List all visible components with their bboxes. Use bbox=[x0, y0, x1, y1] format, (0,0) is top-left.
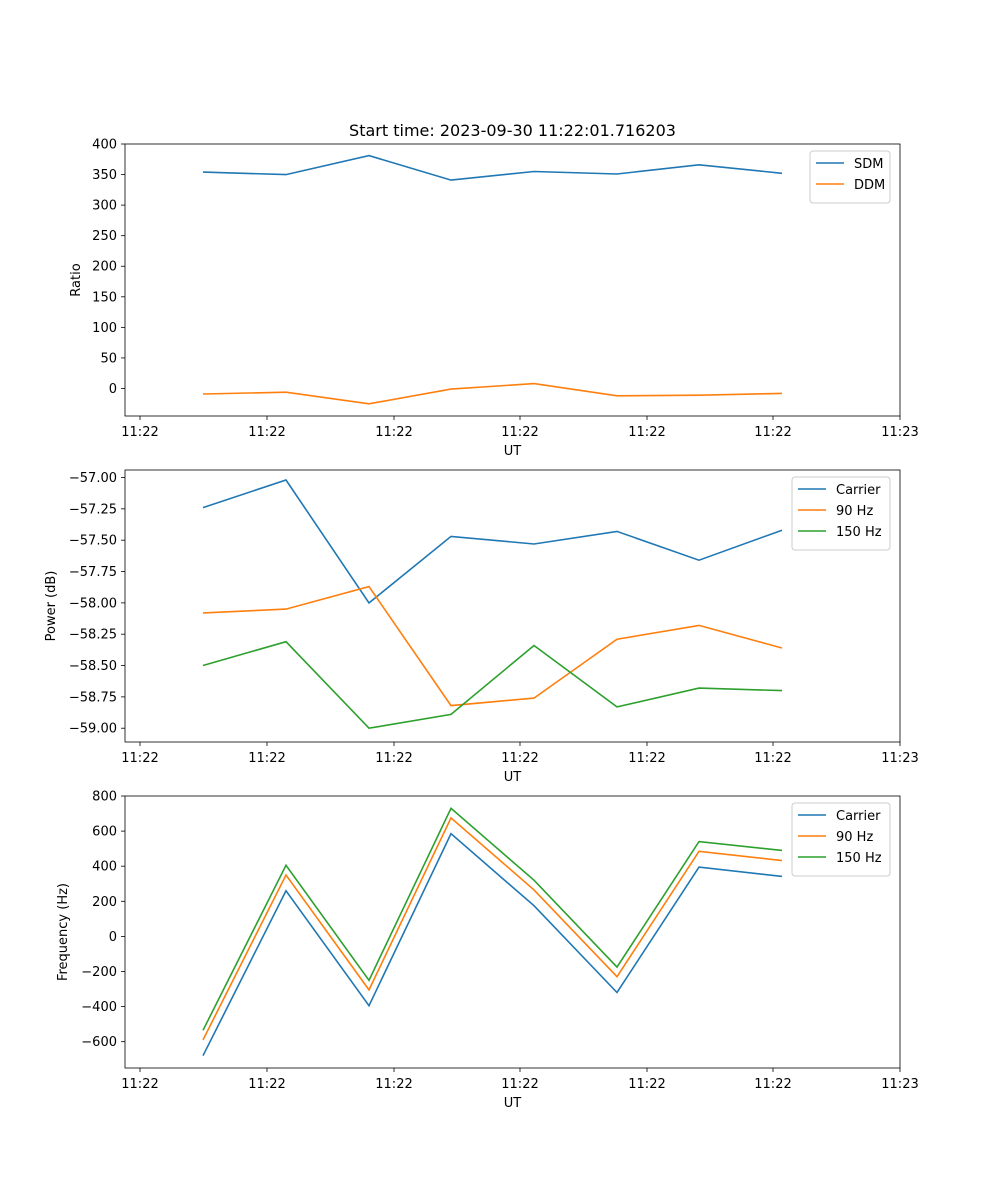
series-line-150-hz bbox=[202, 807, 783, 1031]
x-tick-label: 11:22 bbox=[501, 751, 538, 766]
x-tick-label: 11:22 bbox=[121, 425, 158, 440]
y-tick-label: −57.00 bbox=[69, 471, 117, 486]
y-tick-label: 400 bbox=[92, 860, 117, 875]
series-line-ddm bbox=[202, 382, 783, 405]
y-tick-label: −58.75 bbox=[69, 690, 117, 705]
plot-frame bbox=[124, 795, 901, 1069]
legend-entry-label: 90 Hz bbox=[836, 504, 873, 519]
plot-frame bbox=[124, 143, 901, 417]
chart-panel-1: UT 0 50 100 150 200 250 300 350 400 Ratio Start tim… bbox=[69, 121, 919, 459]
x-tick-label: 11:22 bbox=[248, 751, 285, 766]
y-tick-label: 0 bbox=[109, 930, 117, 945]
series-line-150-hz bbox=[202, 640, 783, 730]
legend-entry-label: Carrier bbox=[836, 483, 881, 498]
legend-entry-label: 150 Hz bbox=[836, 525, 882, 540]
y-tick-label: 0 bbox=[109, 382, 117, 397]
y-tick-label: 50 bbox=[100, 351, 117, 366]
series-line-90-hz bbox=[202, 585, 783, 707]
y-tick-label: −57.25 bbox=[69, 502, 117, 517]
y-tick-label: 600 bbox=[92, 825, 117, 840]
x-tick-label: 11:22 bbox=[121, 1077, 158, 1092]
x-tick-label: 11:22 bbox=[628, 425, 665, 440]
x-axis-label: UT bbox=[504, 770, 522, 785]
y-tick-label: 400 bbox=[92, 138, 117, 153]
x-tick-label: 11:22 bbox=[121, 751, 158, 766]
y-tick-label: 100 bbox=[92, 321, 117, 336]
y-tick-label: −200 bbox=[81, 965, 117, 980]
plot-frame bbox=[124, 469, 901, 743]
legend-entry-label: SDM bbox=[854, 157, 883, 172]
x-tick-label: 11:22 bbox=[248, 425, 285, 440]
x-tick-label: 11:22 bbox=[375, 1077, 412, 1092]
legend-entry-label: 90 Hz bbox=[836, 830, 873, 845]
y-tick-label: 200 bbox=[92, 260, 117, 275]
x-axis-label: UT bbox=[504, 444, 522, 459]
x-tick-label: 11:22 bbox=[754, 1077, 791, 1092]
y-tick-label: −58.25 bbox=[69, 628, 117, 643]
legend-entry-label: 150 Hz bbox=[836, 851, 882, 866]
x-tick-label: 11:22 bbox=[754, 751, 791, 766]
legend-entry-label: DDM bbox=[854, 178, 885, 193]
series-line-carrier bbox=[202, 832, 783, 1057]
x-tick-label: 11:22 bbox=[248, 1077, 285, 1092]
x-axis-label: UT bbox=[504, 1096, 522, 1111]
y-tick-label: −400 bbox=[81, 1000, 117, 1015]
y-tick-label: 350 bbox=[92, 168, 117, 183]
y-tick-label: −57.75 bbox=[69, 565, 117, 580]
y-tick-label: −57.50 bbox=[69, 534, 117, 549]
x-tick-label: 11:22 bbox=[375, 751, 412, 766]
y-tick-label: 250 bbox=[92, 229, 117, 244]
y-tick-label: 800 bbox=[92, 790, 117, 805]
legend-box bbox=[809, 150, 891, 204]
y-tick-label: −600 bbox=[81, 1035, 117, 1050]
x-tick-label: 11:22 bbox=[628, 751, 665, 766]
chart-panel-3: UT −600 −400 −200 0 200 400 600 800 Frequency (Hz… bbox=[56, 790, 919, 1112]
y-tick-label: −58.00 bbox=[69, 596, 117, 611]
y-axis-label: Ratio bbox=[69, 263, 84, 296]
y-tick-label: 200 bbox=[92, 895, 117, 910]
x-tick-label: 11:22 bbox=[501, 425, 538, 440]
chart-title: Start time: 2023-09-30 11:22:01.716203 bbox=[349, 121, 676, 140]
x-tick-label: 11:22 bbox=[628, 1077, 665, 1092]
x-tick-label: 11:22 bbox=[501, 1077, 538, 1092]
chart-panel-2: UT −59.00 −58.75 −58.50 −58.25 −58.00 −57.75 −5… bbox=[44, 469, 919, 785]
x-tick-label: 11:22 bbox=[375, 425, 412, 440]
y-axis-label: Frequency (Hz) bbox=[56, 883, 71, 981]
y-tick-label: −59.00 bbox=[69, 722, 117, 737]
y-tick-label: 150 bbox=[92, 290, 117, 305]
series-line-carrier bbox=[202, 479, 783, 605]
x-tick-label: 11:22 bbox=[754, 425, 791, 440]
y-tick-label: 300 bbox=[92, 199, 117, 214]
x-tick-label: 11:23 bbox=[881, 1077, 918, 1092]
legend-entry-label: Carrier bbox=[836, 809, 881, 824]
series-line-sdm bbox=[202, 154, 783, 181]
y-axis-label: Power (dB) bbox=[44, 571, 59, 642]
x-tick-label: 11:23 bbox=[881, 751, 918, 766]
series-line-90-hz bbox=[202, 816, 783, 1041]
y-tick-label: −58.50 bbox=[69, 659, 117, 674]
x-tick-label: 11:23 bbox=[881, 425, 918, 440]
